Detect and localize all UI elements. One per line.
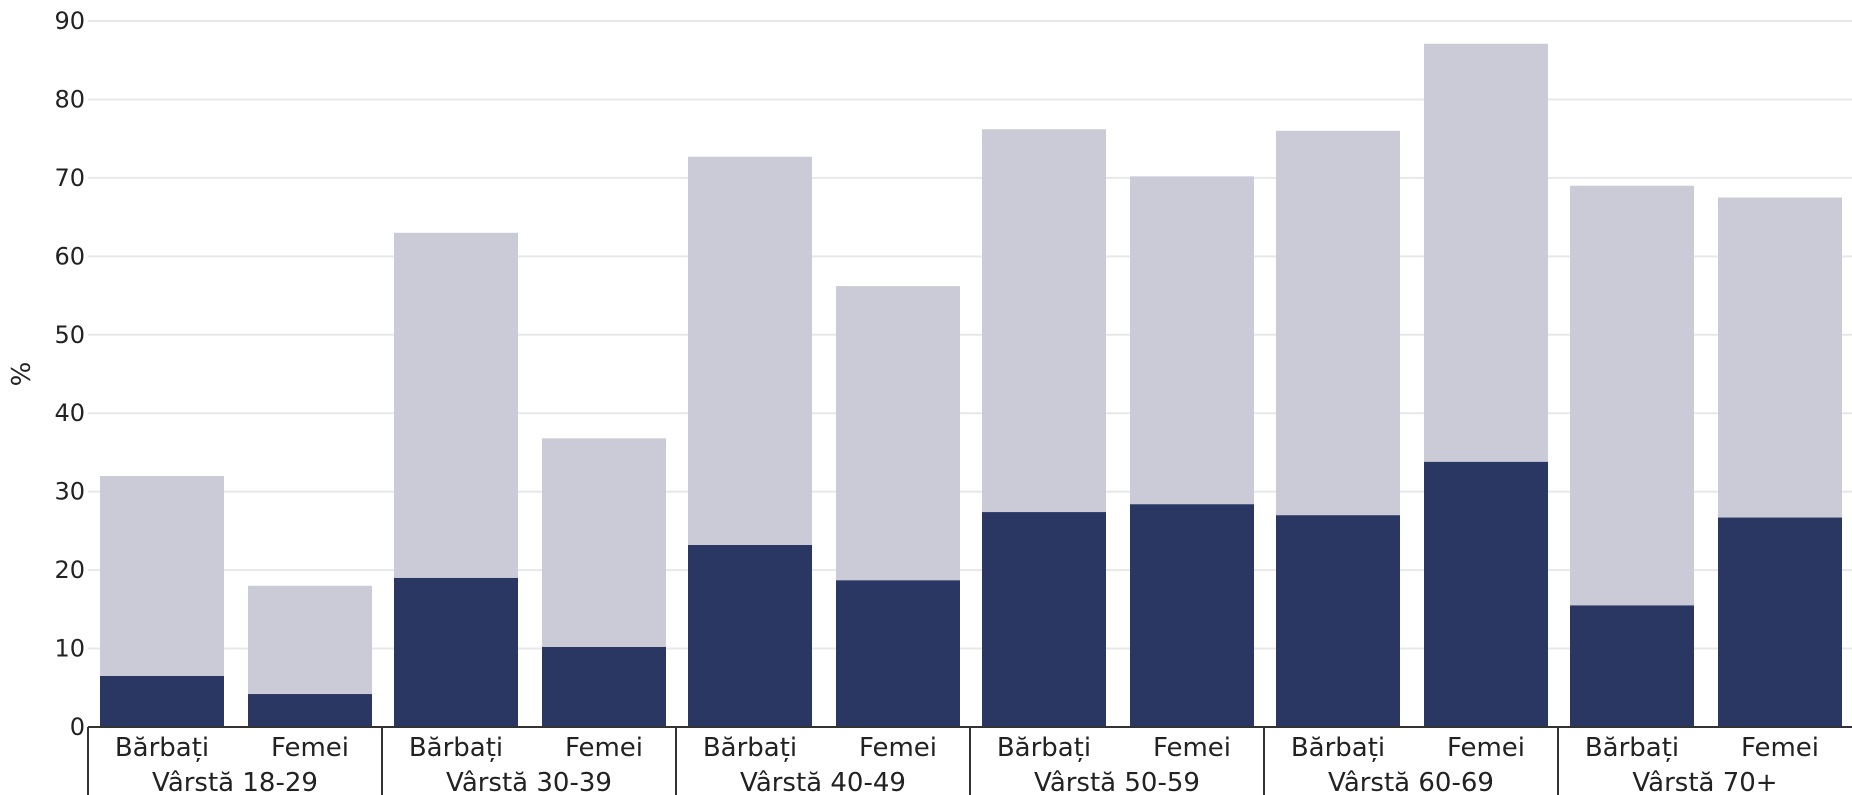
bar-dark-segment (1718, 517, 1842, 727)
bar-dark-segment (542, 646, 666, 727)
y-tick-label: 10 (54, 635, 85, 663)
bar-light-segment (248, 585, 372, 695)
bar-light-segment (836, 286, 960, 581)
bar-light-segment (1718, 197, 1842, 518)
y-axis-title: % (7, 362, 37, 387)
bar-light-segment (542, 438, 666, 647)
bar-dark-segment (1424, 461, 1548, 727)
bar-dark-segment (1570, 605, 1694, 727)
bar-dark-segment (394, 577, 518, 727)
y-tick-label: 50 (54, 321, 85, 349)
x-category-label: Bărbați (115, 733, 209, 763)
bar-light-segment (394, 232, 518, 578)
x-category-label: Femei (271, 733, 349, 763)
y-tick-label: 60 (54, 242, 85, 270)
y-tick-label: 30 (54, 478, 85, 506)
y-tick-label: 40 (54, 399, 85, 427)
x-category-label: Bărbați (1291, 733, 1385, 763)
x-category-label: Bărbați (409, 733, 503, 763)
bar-dark-segment (688, 545, 812, 727)
y-tick-label: 0 (70, 713, 85, 741)
x-category-label: Femei (1447, 733, 1525, 763)
bar-dark-segment (100, 676, 224, 727)
bars (100, 43, 1842, 727)
bar-light-segment (1276, 130, 1400, 516)
bar-light-segment (1130, 176, 1254, 505)
y-tick-label: 80 (54, 85, 85, 113)
bar-dark-segment (248, 694, 372, 727)
bar-dark-segment (982, 512, 1106, 727)
x-category-label: Femei (859, 733, 937, 763)
x-category-label: Femei (1153, 733, 1231, 763)
y-tick-label: 90 (54, 7, 85, 35)
bar-light-segment (688, 156, 812, 546)
bar-light-segment (1570, 185, 1694, 606)
x-group-label: Vârstă 30-39 (446, 768, 612, 795)
bar-light-segment (1424, 43, 1548, 462)
x-group-label: Vârstă 50-59 (1034, 768, 1200, 795)
bar-light-segment (100, 475, 224, 677)
x-category-label: Femei (565, 733, 643, 763)
x-group-label: Vârstă 70+ (1632, 768, 1777, 795)
x-axis: Bărbați Femei Vârstă 18-29 Bărbați Femei Vârs… (87, 726, 1852, 795)
bar-dark-segment (1130, 504, 1254, 727)
y-tick-label: 70 (54, 164, 85, 192)
bar-light-segment (982, 129, 1106, 513)
gridlines (88, 20, 1852, 650)
x-group-label: Vârstă 60-69 (1328, 768, 1494, 795)
x-group-label: Vârstă 18-29 (152, 768, 318, 795)
bar-dark-segment (1276, 515, 1400, 727)
bar-dark-segment (836, 580, 960, 727)
x-group-label: Vârstă 40-49 (740, 768, 906, 795)
x-category-label: Bărbați (703, 733, 797, 763)
x-category-label: Bărbați (1585, 733, 1679, 763)
y-tick-label: 20 (54, 556, 85, 584)
x-category-label: Bărbați (997, 733, 1091, 763)
y-axis-ticks: 0 10 20 30 40 50 60 70 80 90 (54, 7, 85, 741)
x-category-label: Femei (1741, 733, 1819, 763)
